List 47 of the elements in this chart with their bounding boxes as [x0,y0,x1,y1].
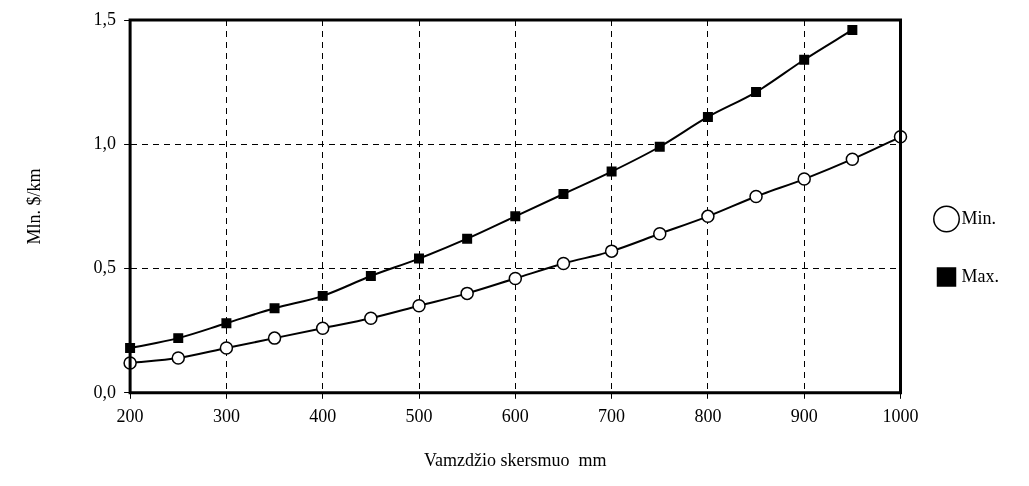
x-tick-label: 1000 [882,406,919,427]
point [606,166,617,177]
y-tick-label: 0,5 [93,257,117,278]
point [751,87,762,98]
point [460,286,474,301]
point [845,152,860,166]
x-tick-label: 200 [116,406,144,427]
y-tick-label: 1,0 [93,133,117,153]
point [558,188,569,199]
point [269,303,280,314]
point [701,209,715,224]
point [797,172,811,186]
point [604,244,619,258]
y-axis-title: Mln. $/km [23,168,44,245]
point [462,233,473,244]
point [173,333,184,344]
point [799,54,810,65]
point [221,318,232,329]
point [556,256,571,271]
x-tick-label: 400 [309,406,337,427]
point [315,321,330,335]
point [171,351,185,365]
point [267,331,282,345]
point [365,271,376,281]
y-tick-label: 1,5 [93,8,117,29]
x-tick-label: 300 [212,406,240,427]
point [412,299,426,313]
legend-label: Max. [961,265,1000,286]
legend-label: Min. [961,207,997,228]
point [654,141,665,152]
point [317,290,328,301]
point [508,271,523,286]
point [702,111,713,122]
point [219,341,234,355]
x-tick-label: 900 [790,406,818,427]
x-tick-label: 800 [694,406,722,427]
point [653,226,667,241]
point [510,211,521,222]
x-tick-label: 500 [405,406,433,427]
y-tick-label: 0,0 [93,381,117,402]
point [749,189,763,204]
x-tick-label: 600 [501,406,529,427]
point [364,311,378,325]
x-axis-title: Vamzdžio skersmuo mm [424,449,607,470]
point [847,24,858,35]
x-tick-label: 700 [598,406,626,427]
point [414,253,424,264]
